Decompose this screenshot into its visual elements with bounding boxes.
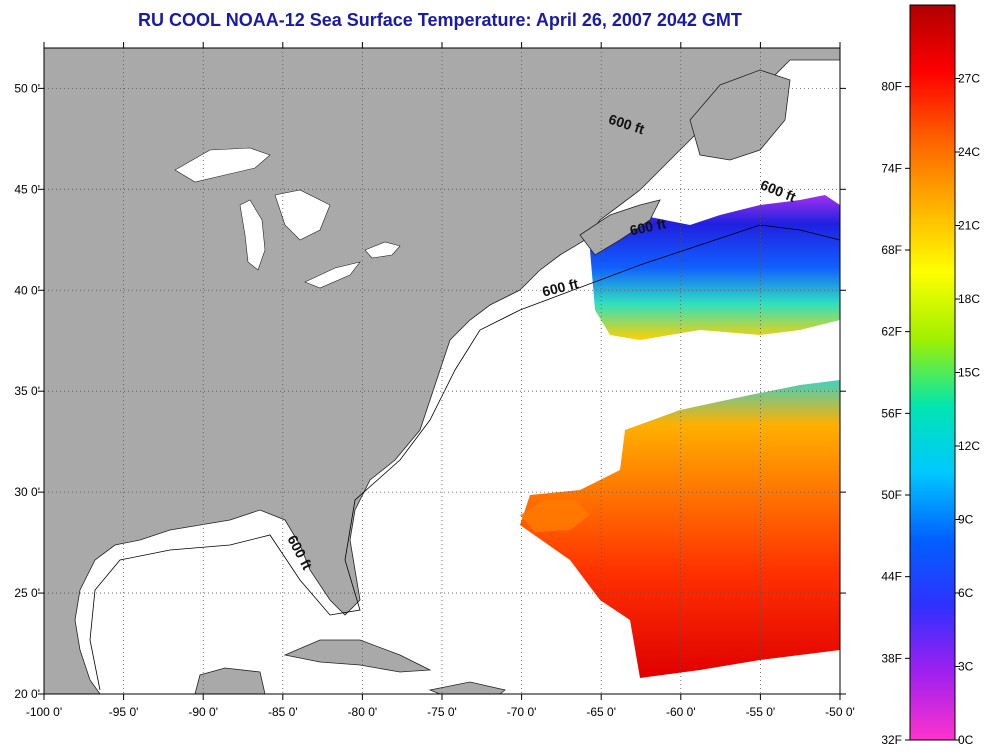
sst-gulfstream-warm-field [520, 380, 840, 678]
chart-title: RU COOL NOAA-12 Sea Surface Temperature:… [138, 10, 742, 30]
land-newfoundland [689, 69, 791, 161]
depth-contour-600ft [89, 224, 840, 691]
lat-tick-label: 45 0' [14, 182, 40, 196]
lake-ontario [364, 241, 401, 259]
lat-tick-label: 25 0' [14, 586, 40, 600]
lon-tick-label: -70 0' [507, 705, 537, 719]
lon-tick-label: -100 0' [26, 705, 62, 719]
lat-tick-label: 50 0' [14, 81, 40, 95]
lon-tick-label: -95 0' [109, 705, 139, 719]
sst-northeast-cool-field [590, 195, 840, 340]
lon-tick-label: -50 0' [825, 705, 855, 719]
graticule-grid [44, 48, 840, 694]
lon-tick-label: -65 0' [586, 705, 616, 719]
lon-tick-label: -90 0' [188, 705, 218, 719]
lat-tick-label: 20 0' [14, 687, 40, 701]
lon-tick-label: -55 0' [746, 705, 776, 719]
land-hispaniola [428, 681, 506, 694]
lon-tick-label: -75 0' [427, 705, 457, 719]
lake-erie [304, 261, 361, 289]
land-yucatan [194, 667, 266, 694]
land-nova-scotia [579, 199, 661, 256]
sst-warm-patch [520, 500, 590, 532]
lake-huron [274, 189, 331, 241]
land-cuba [283, 639, 432, 673]
lon-tick-label: -85 0' [268, 705, 298, 719]
map-axis-ticks [38, 42, 846, 700]
lat-tick-label: 30 0' [14, 485, 40, 499]
lon-tick-label: -80 0' [348, 705, 378, 719]
lon-tick-label: -60 0' [666, 705, 696, 719]
lake-michigan [239, 199, 266, 271]
lake-superior [174, 147, 271, 183]
longitude-tick-labels: -100 0' -95 0' -90 0' -85 0' -80 0' -75 0' -70… [26, 705, 855, 719]
lat-tick-label: 35 0' [14, 384, 40, 398]
depth-contour-label: 600 ft [628, 215, 667, 238]
lat-tick-label: 40 0' [14, 283, 40, 297]
latitude-tick-labels: 20 0' 25 0' 30 0' 35 0' 40 0' 45 0' 50 0' [14, 81, 40, 701]
